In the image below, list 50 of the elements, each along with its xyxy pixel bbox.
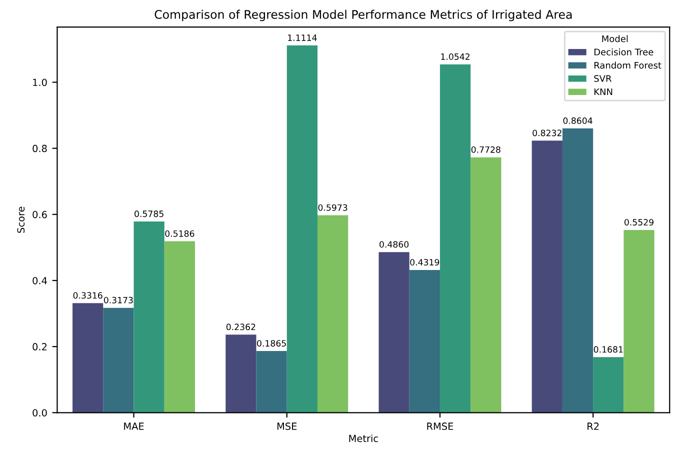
- data-label: 0.8604: [563, 117, 592, 124]
- bar: [256, 351, 287, 413]
- bar: [532, 140, 562, 413]
- legend-label: KNN: [594, 88, 612, 96]
- y-axis-title: Score: [17, 206, 25, 233]
- x-tick-label: MAE: [124, 422, 144, 430]
- data-label: 0.1681: [594, 346, 623, 353]
- y-tick-label: 0.4: [32, 276, 47, 284]
- data-label: 0.5186: [165, 230, 194, 237]
- legend-title: Model: [602, 35, 628, 42]
- data-label: 0.5529: [624, 219, 654, 226]
- bar: [72, 303, 104, 413]
- bar: [562, 128, 594, 413]
- bar: [470, 157, 502, 413]
- x-tick-label: RMSE: [427, 422, 454, 430]
- data-label: 0.4860: [380, 241, 409, 248]
- y-tick-label: 0.2: [32, 343, 47, 350]
- legend-label: Decision Tree: [594, 48, 654, 56]
- chart-title: Comparison of Regression Model Performance Metrics of Irrigated Area: [154, 10, 572, 22]
- bar: [409, 270, 440, 413]
- bar: [440, 64, 471, 413]
- data-label: 0.2362: [226, 324, 256, 330]
- data-label: 0.5973: [318, 204, 348, 211]
- y-tick-label: 0.6: [32, 210, 47, 218]
- data-label: 1.1114: [288, 34, 317, 41]
- bar: [593, 357, 624, 413]
- x-axis-title: Metric: [349, 434, 378, 442]
- bar: [378, 252, 410, 413]
- bar: [226, 334, 256, 413]
- bar: [134, 222, 164, 413]
- legend-label: SVR: [594, 75, 612, 82]
- bar: [624, 230, 654, 413]
- data-label: 0.7728: [471, 146, 500, 153]
- data-label: 0.4319: [410, 258, 440, 266]
- x-tick-label: MSE: [277, 422, 297, 430]
- data-label: 0.3173: [104, 296, 133, 304]
- bar: [103, 308, 134, 413]
- bar: [286, 45, 318, 413]
- y-tick-label: 1.0: [33, 78, 47, 86]
- y-tick-label: 0.8: [32, 144, 47, 152]
- data-label: 0.5785: [134, 210, 164, 218]
- data-label: 0.1865: [257, 340, 286, 347]
- data-label: 1.0542: [441, 53, 470, 60]
- data-label: 0.3316: [73, 292, 102, 299]
- x-tick-label: R2: [588, 422, 599, 430]
- bar: [317, 215, 348, 413]
- y-tick-label: 0.0: [32, 409, 47, 416]
- data-label: 0.8232: [532, 130, 562, 136]
- bar: [164, 241, 195, 413]
- legend-label: Random Forest: [594, 62, 662, 69]
